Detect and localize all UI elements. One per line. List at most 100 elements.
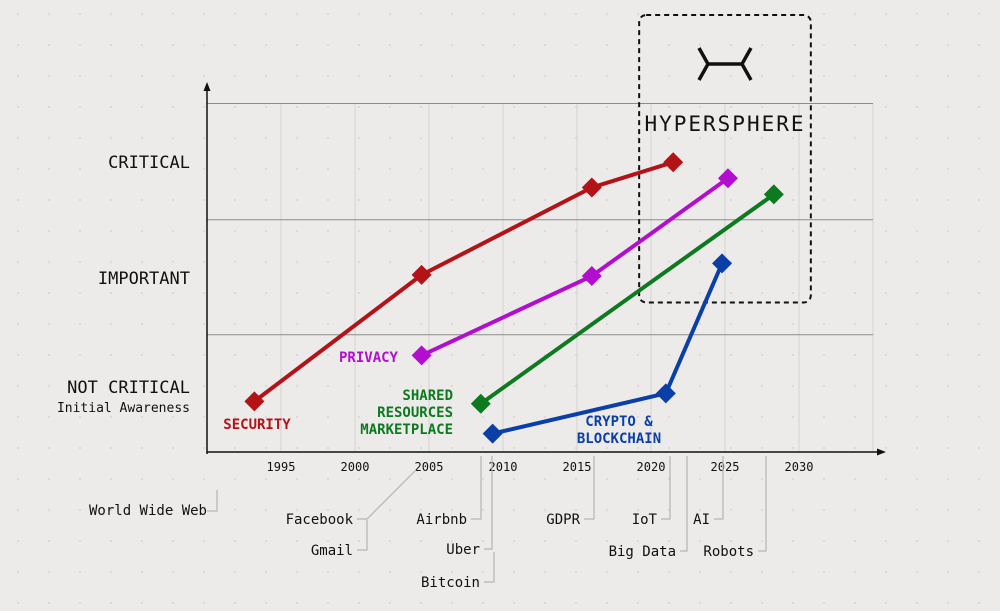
bg-dot [544, 571, 546, 573]
bg-dot [730, 602, 732, 604]
bg-dot [296, 292, 298, 294]
bg-dot [606, 540, 608, 542]
bg-dot [358, 540, 360, 542]
bg-dot [79, 168, 81, 170]
bg-dot [947, 13, 949, 15]
bg-dot [730, 230, 732, 232]
bg-dot [17, 199, 19, 201]
bg-dot [358, 44, 360, 46]
bg-dot [792, 602, 794, 604]
bg-dot [544, 13, 546, 15]
bg-dot [730, 354, 732, 356]
y-level-labels: CRITICAL IMPORTANT NOT CRITICAL Initial Awa… [57, 153, 190, 416]
bg-dot [482, 13, 484, 15]
bg-dot [79, 602, 81, 604]
bg-dot [296, 75, 298, 77]
bg-dot [358, 168, 360, 170]
bg-dot [79, 106, 81, 108]
bg-dot [606, 44, 608, 46]
bg-dot [327, 75, 329, 77]
bg-dot [668, 261, 670, 263]
event-leader-line [584, 456, 595, 520]
data-point-marker [663, 152, 684, 173]
bg-dot [916, 509, 918, 511]
bg-dot [358, 416, 360, 418]
bg-dot [110, 447, 112, 449]
bg-dot [420, 447, 422, 449]
bg-dot [761, 416, 763, 418]
bg-dot [761, 323, 763, 325]
bg-dot [141, 44, 143, 46]
bg-dot [203, 478, 205, 480]
bg-dot [17, 354, 19, 356]
event-label-big-data: Big Data [609, 544, 676, 560]
bg-dot [48, 75, 50, 77]
bg-dot [327, 261, 329, 263]
bg-dot [823, 261, 825, 263]
bg-dot [234, 261, 236, 263]
bg-dot [482, 230, 484, 232]
bg-dot [544, 602, 546, 604]
bg-dot [761, 13, 763, 15]
bg-dot [761, 106, 763, 108]
bg-dot [947, 168, 949, 170]
bg-dot [792, 137, 794, 139]
bg-dot [482, 292, 484, 294]
bg-dot [110, 509, 112, 511]
bg-dot [451, 292, 453, 294]
bg-dot [48, 199, 50, 201]
bg-dot [544, 447, 546, 449]
bg-dot [637, 416, 639, 418]
data-point-marker [763, 184, 784, 205]
bg-dot [358, 199, 360, 201]
bg-dot [792, 44, 794, 46]
bg-dot [916, 540, 918, 542]
bg-dot [916, 168, 918, 170]
event-leader-line [714, 456, 724, 520]
event-leader-line [357, 520, 368, 551]
bg-dot [17, 509, 19, 511]
bg-dot [296, 354, 298, 356]
bg-dot [358, 106, 360, 108]
bg-dot [823, 292, 825, 294]
data-point-marker [470, 393, 491, 414]
bg-dot [79, 44, 81, 46]
data-point-marker [712, 253, 733, 274]
bg-dot [482, 447, 484, 449]
bg-dot [575, 13, 577, 15]
bg-dot [916, 106, 918, 108]
bg-dot [234, 571, 236, 573]
series-line-privacy [419, 176, 730, 358]
bg-dot [17, 602, 19, 604]
bg-dot [544, 509, 546, 511]
bg-dot [885, 199, 887, 201]
bg-dot [234, 385, 236, 387]
bg-dot [234, 416, 236, 418]
bg-dot [947, 323, 949, 325]
bg-dot [110, 75, 112, 77]
bg-dot [482, 416, 484, 418]
bg-dot [885, 168, 887, 170]
bg-dot [482, 168, 484, 170]
data-point-marker [244, 391, 265, 412]
bg-dot [110, 540, 112, 542]
bg-dot [389, 416, 391, 418]
bg-dot [110, 137, 112, 139]
bg-dot [296, 571, 298, 573]
bg-dot [792, 354, 794, 356]
bg-dot [730, 168, 732, 170]
bg-dot [48, 323, 50, 325]
bg-dot [358, 478, 360, 480]
bg-dot [637, 44, 639, 46]
bg-dot [978, 478, 980, 480]
bg-dot [575, 292, 577, 294]
bg-dot [823, 447, 825, 449]
bg-dot [730, 106, 732, 108]
hypersphere-title: HYPERSPHERE [644, 112, 805, 136]
bg-dot [823, 137, 825, 139]
bg-dot [730, 44, 732, 46]
bg-dot [885, 509, 887, 511]
bg-dot [17, 292, 19, 294]
bg-dot [110, 230, 112, 232]
bg-dot [358, 13, 360, 15]
